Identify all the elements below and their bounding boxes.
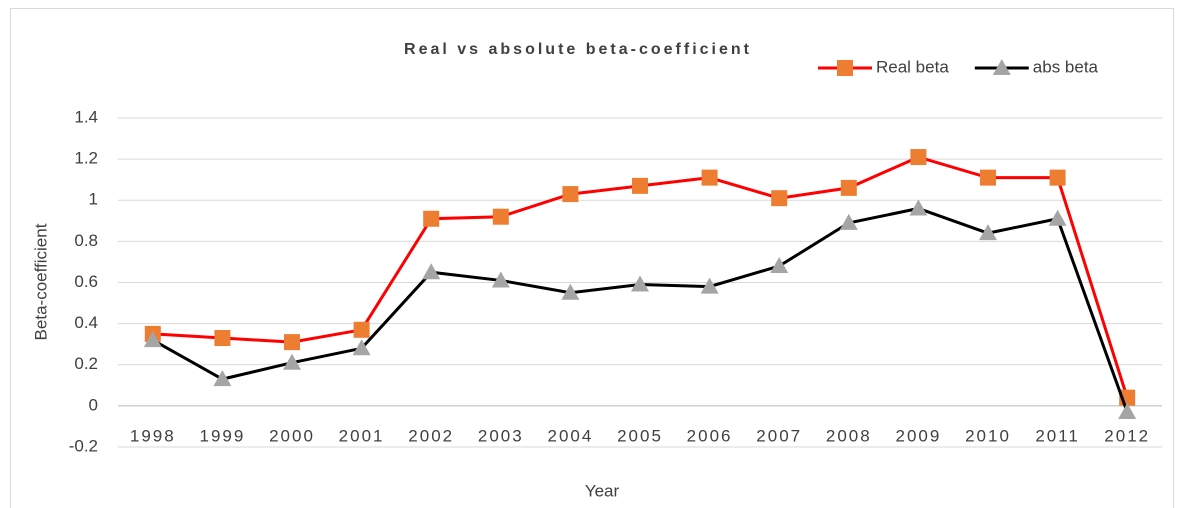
marker xyxy=(562,186,579,203)
marker xyxy=(632,177,648,194)
x-tick-label: 2007 xyxy=(756,426,802,445)
x-tick-label: 2005 xyxy=(617,426,663,445)
x-tick-label: 2000 xyxy=(269,426,315,445)
marker xyxy=(631,275,649,292)
marker xyxy=(491,271,510,288)
x-axis-label: Year xyxy=(585,481,620,500)
x-tick-label: 2004 xyxy=(547,426,593,445)
marker xyxy=(1048,209,1067,226)
marker xyxy=(492,208,509,225)
x-tick-label: 2003 xyxy=(478,426,524,445)
marker xyxy=(701,169,718,186)
x-tick-label: 1999 xyxy=(199,426,245,445)
x-tick-label: 2008 xyxy=(826,426,872,445)
marker xyxy=(283,353,301,370)
marker xyxy=(213,370,232,387)
marker xyxy=(840,179,857,196)
x-tick-label: 2010 xyxy=(965,426,1011,445)
y-tick-label: 0.2 xyxy=(74,354,98,373)
y-tick-label: 1 xyxy=(89,190,98,209)
x-tick-label: 1998 xyxy=(130,426,176,445)
y-axis-label: Beta-coefficient xyxy=(31,223,50,340)
marker xyxy=(837,60,853,76)
marker xyxy=(992,59,1011,75)
y-tick-label: 1.2 xyxy=(74,149,98,168)
marker xyxy=(909,199,928,216)
y-tick-label: 0.8 xyxy=(74,231,98,250)
marker xyxy=(1118,403,1137,420)
marker xyxy=(143,331,162,348)
marker xyxy=(284,334,300,351)
x-tick-label: 2002 xyxy=(408,426,454,445)
marker xyxy=(700,277,719,294)
marker xyxy=(214,330,231,347)
marker xyxy=(770,257,789,274)
y-tick-label: 0.6 xyxy=(74,272,98,291)
marker xyxy=(1049,169,1066,186)
marker xyxy=(353,321,370,338)
marker xyxy=(980,169,996,186)
marker xyxy=(561,283,580,300)
x-tick-label: 2006 xyxy=(687,426,733,445)
marker xyxy=(910,149,927,166)
y-tick-label: 0.4 xyxy=(74,313,98,332)
chart-title: Real vs absolute beta-coefficient xyxy=(404,41,752,58)
marker xyxy=(423,210,440,227)
marker xyxy=(839,213,858,230)
marker xyxy=(352,339,371,356)
marker xyxy=(422,263,441,280)
y-tick-label: 1.4 xyxy=(74,107,98,126)
x-tick-label: 2009 xyxy=(895,426,941,445)
x-tick-label: 2011 xyxy=(1035,426,1080,445)
y-tick-label: -0.2 xyxy=(69,436,98,455)
legend-label: abs beta xyxy=(1033,57,1099,76)
legend-label: Real beta xyxy=(876,57,949,76)
x-tick-label: 2001 xyxy=(339,426,385,445)
marker xyxy=(771,190,788,207)
x-tick-label: 2012 xyxy=(1104,426,1150,445)
marker xyxy=(979,224,997,241)
chart-border xyxy=(10,8,1174,508)
y-tick-label: 0 xyxy=(89,395,98,414)
